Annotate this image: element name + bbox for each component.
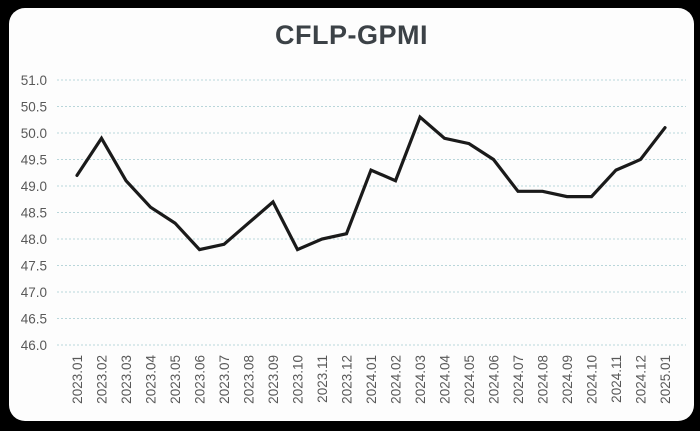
pmi-series xyxy=(75,114,667,252)
x-tick-label: 2025.01 xyxy=(658,355,673,404)
y-tick-label: 48.5 xyxy=(21,205,47,220)
x-tick-label: 2024.03 xyxy=(413,355,428,404)
x-tick-label: 2023.02 xyxy=(94,355,109,404)
x-tick-label: 2023.07 xyxy=(217,355,232,404)
chart-panel xyxy=(9,8,694,421)
x-tick-label: 2024.08 xyxy=(535,355,550,404)
y-tick-label: 51.0 xyxy=(21,73,47,88)
x-tick-label: 2023.12 xyxy=(339,355,354,404)
x-tick-label: 2023.06 xyxy=(192,355,207,404)
y-tick-label: 49.5 xyxy=(21,152,47,167)
x-tick-label: 2023.04 xyxy=(143,355,158,404)
x-tick-label: 2024.07 xyxy=(511,355,526,404)
y-tick-label: 46.0 xyxy=(21,338,47,353)
x-tick-label: 2024.06 xyxy=(486,355,501,404)
y-tick-label: 50.5 xyxy=(21,99,47,114)
y-tick-label: 50.0 xyxy=(21,126,47,141)
x-tick-label: 2024.10 xyxy=(584,355,599,404)
chart-title: CFLP-GPMI xyxy=(275,20,428,50)
y-tick-label: 47.5 xyxy=(21,258,47,273)
x-tick-label: 2023.01 xyxy=(70,355,85,404)
x-tick-label: 2024.05 xyxy=(462,355,477,404)
x-tick-label: 2024.02 xyxy=(388,355,403,404)
y-tick-label: 48.0 xyxy=(21,232,47,247)
x-tick-label: 2023.10 xyxy=(290,355,305,404)
y-tick-label: 46.5 xyxy=(21,311,47,326)
y-axis-labels: 51.0 50.5 50.0 49.5 49.0 48.5 48.0 47.5 47.0 46.5… xyxy=(21,73,47,353)
gridlines xyxy=(57,79,686,346)
pmi-line xyxy=(75,114,667,252)
y-tick-label: 47.0 xyxy=(21,285,47,300)
x-tick-label: 2023.09 xyxy=(266,355,281,404)
x-tick-label: 2023.11 xyxy=(315,355,330,403)
x-axis-labels: 2023.01 2023.02 2023.03 2023.04 2023.05 2023.… xyxy=(70,355,673,404)
x-tick-label: 2024.09 xyxy=(560,355,575,404)
x-tick-label: 2023.03 xyxy=(119,355,134,404)
x-tick-label: 2023.05 xyxy=(168,355,183,404)
x-tick-label: 2024.11 xyxy=(609,355,624,403)
y-tick-label: 49.0 xyxy=(21,179,47,194)
x-tick-label: 2023.08 xyxy=(241,355,256,404)
x-tick-label: 2024.01 xyxy=(364,355,379,404)
x-tick-label: 2024.12 xyxy=(633,355,648,404)
x-tick-label: 2024.04 xyxy=(437,355,452,404)
